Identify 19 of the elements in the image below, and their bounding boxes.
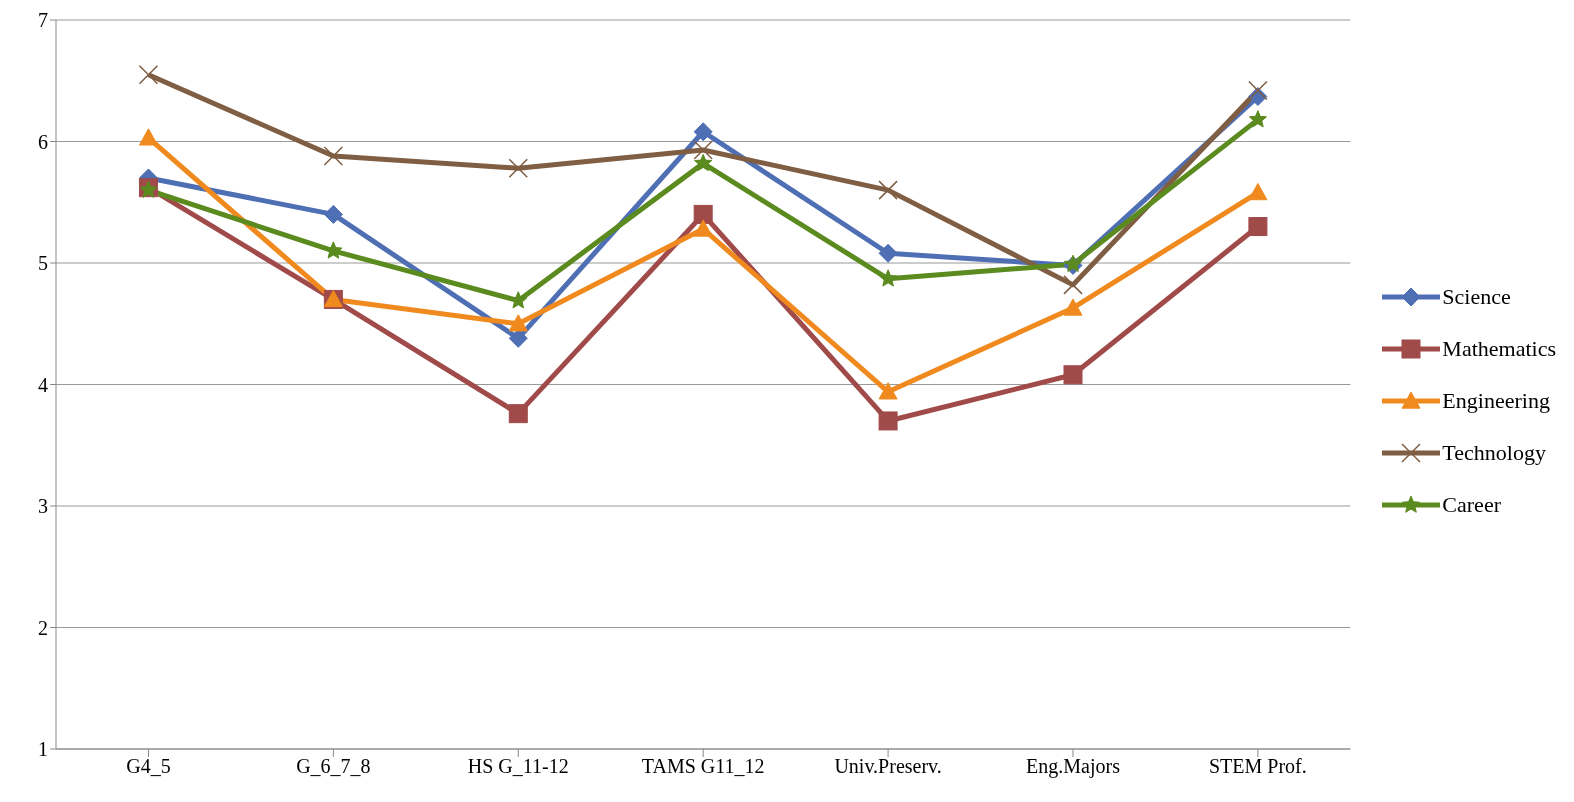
legend-label: Engineering — [1442, 388, 1550, 414]
legend-label: Science — [1442, 284, 1511, 310]
y-tick-label: 3 — [38, 495, 48, 518]
x-tick-label: STEM Prof. — [1209, 755, 1307, 778]
y-tick-label: 1 — [38, 738, 48, 761]
y-tick-label: 2 — [38, 616, 48, 639]
x-tick-label: TAMS G11_12 — [641, 755, 765, 778]
x-tick-label: HS G_11-12 — [467, 755, 569, 778]
y-tick-label: 6 — [38, 130, 48, 153]
x-tick-label: Eng.Majors — [1026, 755, 1121, 779]
legend-label: Mathematics — [1442, 336, 1556, 362]
x-tick-label: G_6_7_8 — [296, 755, 371, 778]
legend-label: Technology — [1442, 440, 1546, 466]
legend-label: Career — [1442, 492, 1501, 518]
y-tick-label: 7 — [38, 9, 48, 32]
y-tick-label: 4 — [38, 373, 48, 396]
x-tick-label: G4_5 — [126, 755, 171, 778]
x-tick-label: Univ.Preserv. — [834, 755, 942, 778]
y-tick-label: 5 — [38, 252, 48, 275]
